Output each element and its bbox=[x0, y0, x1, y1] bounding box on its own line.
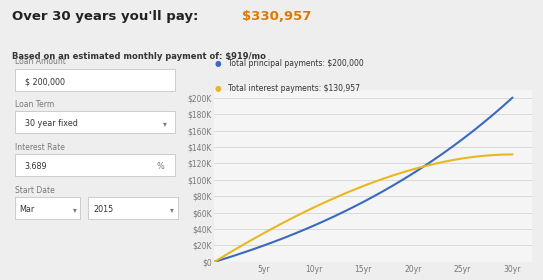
Text: ●: ● bbox=[214, 84, 221, 93]
Text: Interest Rate: Interest Rate bbox=[15, 143, 65, 152]
Text: ●: ● bbox=[214, 59, 221, 68]
Text: Total principal payments: $200,000: Total principal payments: $200,000 bbox=[228, 59, 364, 68]
Text: $330,957: $330,957 bbox=[242, 10, 311, 23]
Text: ▾: ▾ bbox=[163, 119, 167, 128]
Text: $ 200,000: $ 200,000 bbox=[24, 77, 65, 86]
Text: Start Date: Start Date bbox=[15, 186, 55, 195]
Text: ▾: ▾ bbox=[73, 205, 77, 214]
Text: Total interest payments: $130,957: Total interest payments: $130,957 bbox=[228, 84, 360, 93]
Text: ▾: ▾ bbox=[169, 205, 174, 214]
Text: 30 year fixed: 30 year fixed bbox=[24, 119, 78, 128]
Text: %: % bbox=[156, 162, 164, 171]
Text: Loan Amount: Loan Amount bbox=[15, 57, 66, 66]
Text: Based on an estimated monthly payment of: $919/mo: Based on an estimated monthly payment of… bbox=[12, 52, 266, 61]
Text: 3.689: 3.689 bbox=[24, 162, 47, 171]
Text: Loan Term: Loan Term bbox=[15, 100, 54, 109]
Text: 2015: 2015 bbox=[93, 205, 113, 214]
Text: Mar: Mar bbox=[19, 205, 34, 214]
Text: Over 30 years you'll pay:: Over 30 years you'll pay: bbox=[12, 10, 203, 23]
